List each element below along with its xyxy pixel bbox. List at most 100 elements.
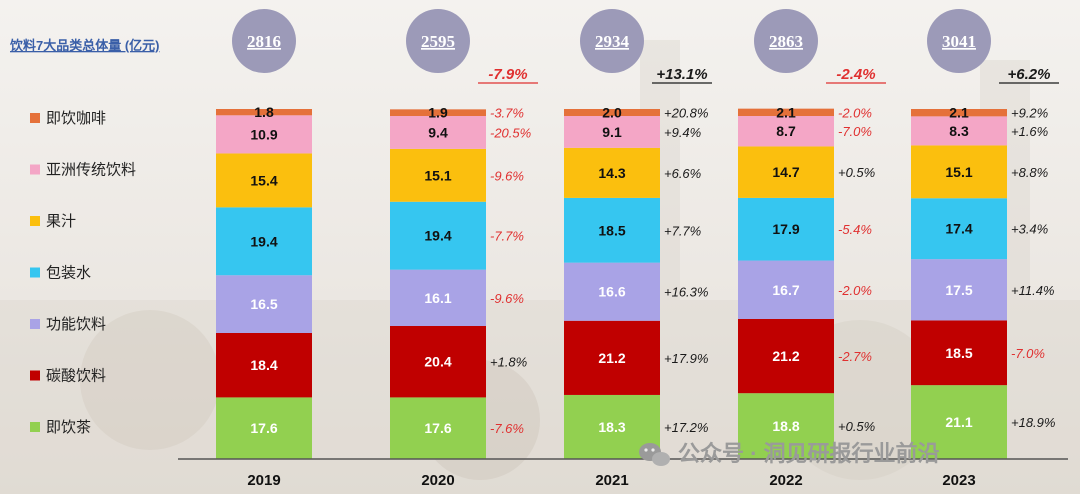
bar-segment: [216, 207, 312, 276]
total-bubble: [754, 9, 818, 73]
change-label: +0.5%: [838, 165, 875, 180]
data-label: 8.7: [776, 123, 796, 139]
bar-segment: [911, 145, 1007, 199]
watermark-text: 公众号 · 洞见研报行业前沿: [678, 441, 940, 466]
total-yoy-label: -2.4%: [836, 66, 875, 83]
data-label: 18.5: [598, 222, 625, 238]
data-label: 2.0: [602, 105, 622, 121]
x-tick-label: 2019: [247, 472, 280, 489]
data-label: 17.6: [250, 420, 277, 436]
change-label: -3.7%: [490, 106, 524, 121]
x-tick-label: 2023: [942, 472, 975, 489]
data-label: 9.4: [428, 124, 448, 140]
data-label: 19.4: [250, 233, 277, 249]
data-label: 17.6: [424, 420, 451, 436]
change-label: +8.8%: [1011, 165, 1048, 180]
change-label: +20.8%: [664, 106, 708, 121]
legend-swatch: [30, 164, 40, 175]
legend-label: 亚洲传统饮料: [46, 162, 136, 179]
bar-segment: [564, 116, 660, 148]
legend-swatch: [30, 113, 40, 123]
data-label: 2.1: [949, 105, 969, 121]
data-label: 10.9: [250, 126, 277, 142]
data-label: 21.2: [598, 350, 625, 366]
data-label: 1.8: [254, 104, 274, 120]
data-label: 16.7: [772, 282, 799, 298]
x-tick-label: 2021: [595, 472, 628, 489]
legend-swatch: [30, 267, 40, 278]
change-label: -20.5%: [490, 125, 531, 140]
legend-swatch: [30, 319, 40, 329]
legend-label: 功能饮料: [46, 316, 106, 333]
total-value: 2934: [595, 32, 630, 51]
bar-segment: [390, 397, 486, 459]
data-label: 18.3: [598, 419, 625, 435]
data-label: 16.6: [598, 284, 625, 300]
data-label: 17.5: [945, 282, 972, 298]
bar-segment: [911, 259, 1007, 321]
bar-segment: [738, 197, 834, 261]
change-label: +7.7%: [664, 223, 701, 238]
data-label: 18.4: [250, 357, 277, 373]
data-label: 18.8: [772, 418, 799, 434]
data-label: 19.4: [424, 228, 451, 244]
data-label: 16.5: [250, 296, 277, 312]
bar-segment: [738, 319, 834, 394]
legend-label: 包装水: [46, 265, 91, 282]
bar-segment: [216, 397, 312, 459]
change-label: -7.0%: [1011, 346, 1045, 361]
watermark: 公众号 · 洞见研报行业前沿: [639, 441, 940, 466]
wechat-icon: [639, 443, 670, 466]
bar-segment: [738, 260, 834, 319]
data-label: 8.3: [949, 123, 969, 139]
data-label: 20.4: [424, 354, 451, 370]
bar-segment: [564, 197, 660, 263]
data-label: 21.2: [772, 348, 799, 364]
data-label: 9.1: [602, 124, 622, 140]
change-label: +11.4%: [1011, 283, 1055, 298]
data-label: 2.1: [776, 104, 796, 120]
bar-segment: [564, 109, 660, 116]
bar-segment: [911, 116, 1007, 146]
change-label: +18.9%: [1011, 415, 1055, 430]
bar-segment: [390, 201, 486, 270]
legend-label: 碳酸饮料: [46, 368, 106, 385]
total-value: 2863: [769, 32, 803, 51]
total-bubble: [927, 9, 991, 73]
change-label: +9.4%: [664, 125, 701, 140]
bars-layer: 17.6 18.4 16.5 19.4 15.4 10.9 1.8 17.6 20.4 16.1 1…: [216, 104, 1007, 459]
change-label: -9.6%: [490, 168, 524, 183]
legend-label: 即饮茶: [46, 419, 91, 436]
data-label: 16.1: [424, 290, 451, 306]
x-tick-label: 2022: [769, 472, 802, 489]
chart-title: 饮料7大品类总体量 (亿元): [9, 38, 160, 53]
change-label: -2.0%: [838, 105, 872, 120]
data-label: 21.1: [945, 414, 972, 430]
bar-segment: [738, 393, 834, 459]
bar-segment: [911, 385, 1007, 459]
data-label: 14.7: [772, 164, 799, 180]
change-label: +3.4%: [1011, 222, 1048, 237]
change-label: -2.0%: [838, 283, 872, 298]
change-label: -7.6%: [490, 421, 524, 436]
change-label: -7.0%: [838, 124, 872, 139]
total-bubble: [580, 9, 644, 73]
data-label: 14.3: [598, 165, 625, 181]
changes-layer: -7.6% +1.8% -9.6% -7.7% -9.6% -20.5% -3.7% +17.…: [490, 105, 1055, 436]
change-label: +17.9%: [664, 351, 708, 366]
bar-segment: [216, 153, 312, 208]
total-yoy-label: -7.9%: [488, 66, 527, 83]
change-label: +17.2%: [664, 420, 708, 435]
data-label: 17.4: [945, 221, 972, 237]
data-label: 15.1: [945, 164, 972, 180]
bar-segment: [216, 333, 312, 398]
legend-label: 果汁: [46, 213, 76, 230]
bar-segment: [216, 115, 312, 154]
total-value: 2816: [247, 32, 281, 51]
change-label: -5.4%: [838, 222, 872, 237]
bar-segment: [738, 146, 834, 198]
total-bubble: [232, 9, 296, 73]
change-label: +1.6%: [1011, 124, 1048, 139]
